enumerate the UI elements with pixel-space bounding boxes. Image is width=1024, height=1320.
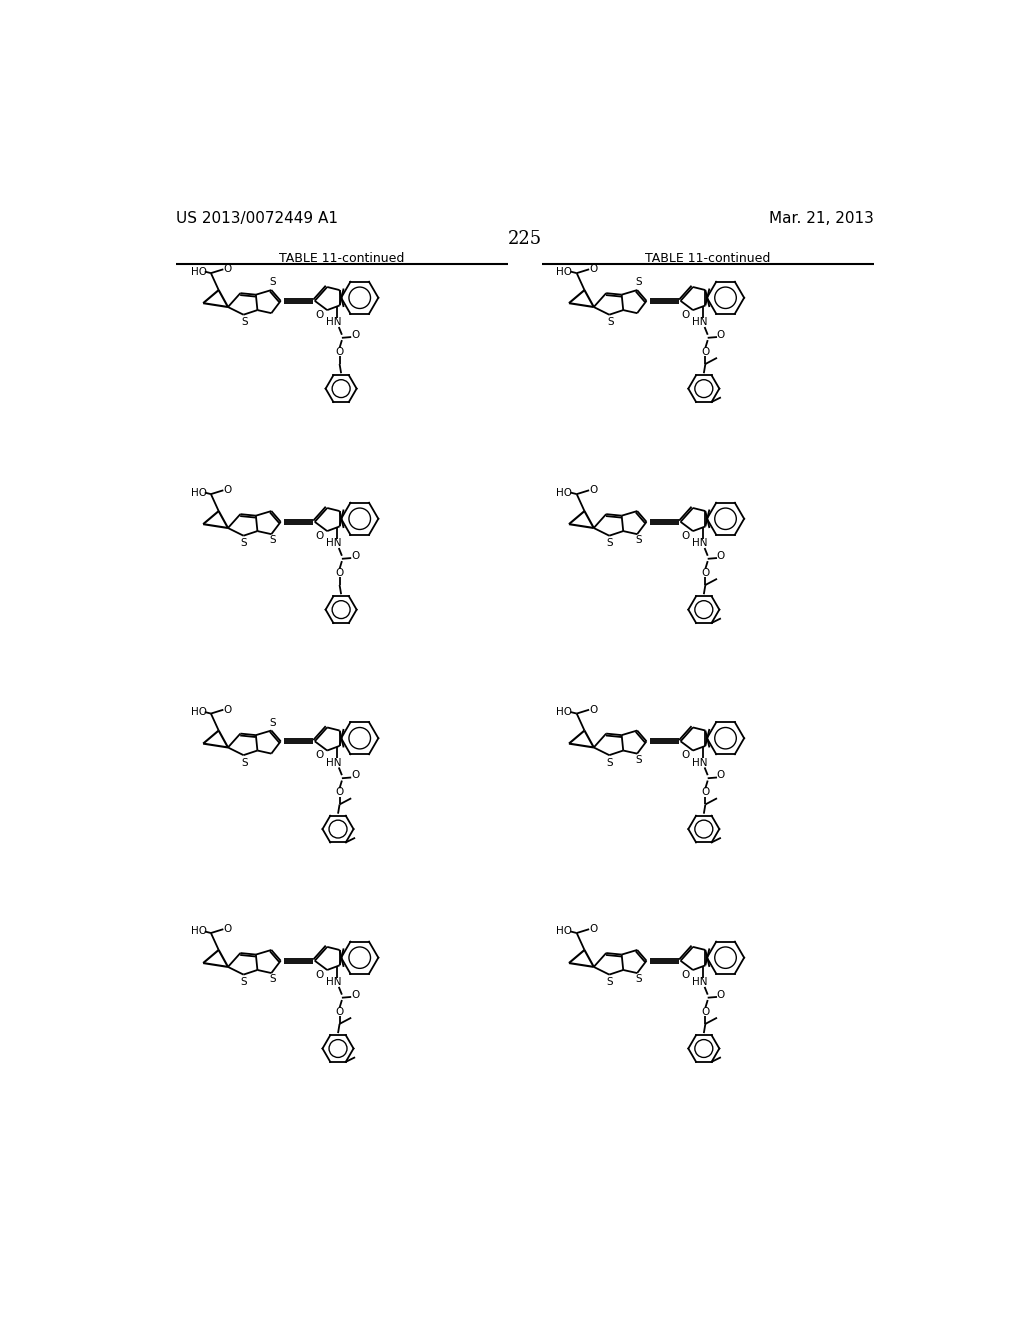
Text: S: S bbox=[269, 718, 276, 727]
Text: S: S bbox=[636, 277, 642, 288]
Text: HO: HO bbox=[556, 927, 572, 936]
Text: O: O bbox=[336, 1007, 344, 1016]
Text: O: O bbox=[681, 310, 689, 319]
Text: HO: HO bbox=[190, 487, 207, 498]
Text: O: O bbox=[589, 924, 597, 935]
Text: O: O bbox=[315, 750, 324, 760]
Text: HN: HN bbox=[327, 539, 342, 548]
Text: HN: HN bbox=[692, 977, 708, 987]
Text: US 2013/0072449 A1: US 2013/0072449 A1 bbox=[176, 211, 338, 226]
Text: O: O bbox=[223, 264, 231, 275]
Text: O: O bbox=[351, 990, 359, 999]
Text: Mar. 21, 2013: Mar. 21, 2013 bbox=[769, 211, 873, 226]
Text: HN: HN bbox=[692, 317, 708, 327]
Text: O: O bbox=[589, 705, 597, 714]
Text: S: S bbox=[242, 317, 249, 327]
Text: O: O bbox=[351, 550, 359, 561]
Text: S: S bbox=[269, 974, 276, 985]
Text: O: O bbox=[717, 550, 725, 561]
Text: S: S bbox=[241, 539, 247, 548]
Text: S: S bbox=[269, 277, 276, 288]
Text: O: O bbox=[681, 750, 689, 760]
Text: O: O bbox=[315, 970, 324, 979]
Text: O: O bbox=[701, 787, 710, 797]
Text: O: O bbox=[223, 486, 231, 495]
Text: S: S bbox=[269, 536, 276, 545]
Text: HN: HN bbox=[692, 539, 708, 548]
Text: HN: HN bbox=[327, 317, 342, 327]
Text: HO: HO bbox=[556, 487, 572, 498]
Text: TABLE 11-continued: TABLE 11-continued bbox=[645, 252, 770, 265]
Text: O: O bbox=[701, 568, 710, 578]
Text: O: O bbox=[589, 264, 597, 275]
Text: O: O bbox=[351, 770, 359, 780]
Text: O: O bbox=[336, 347, 344, 356]
Text: O: O bbox=[717, 330, 725, 339]
Text: S: S bbox=[606, 539, 612, 548]
Text: HO: HO bbox=[190, 267, 207, 277]
Text: HN: HN bbox=[327, 977, 342, 987]
Text: HN: HN bbox=[327, 758, 342, 768]
Text: S: S bbox=[636, 974, 642, 985]
Text: HO: HO bbox=[556, 267, 572, 277]
Text: S: S bbox=[606, 758, 612, 768]
Text: O: O bbox=[223, 924, 231, 935]
Text: O: O bbox=[701, 1007, 710, 1016]
Text: TABLE 11-continued: TABLE 11-continued bbox=[280, 252, 404, 265]
Text: O: O bbox=[701, 347, 710, 356]
Text: S: S bbox=[606, 977, 612, 987]
Text: S: S bbox=[241, 977, 247, 987]
Text: O: O bbox=[336, 568, 344, 578]
Text: O: O bbox=[681, 531, 689, 541]
Text: O: O bbox=[223, 705, 231, 714]
Text: S: S bbox=[636, 536, 642, 545]
Text: O: O bbox=[717, 990, 725, 999]
Text: O: O bbox=[351, 330, 359, 339]
Text: HN: HN bbox=[692, 758, 708, 768]
Text: S: S bbox=[242, 758, 249, 768]
Text: HO: HO bbox=[556, 708, 572, 717]
Text: O: O bbox=[589, 486, 597, 495]
Text: 225: 225 bbox=[508, 230, 542, 248]
Text: O: O bbox=[315, 310, 324, 319]
Text: HO: HO bbox=[190, 927, 207, 936]
Text: O: O bbox=[315, 531, 324, 541]
Text: O: O bbox=[681, 970, 689, 979]
Text: S: S bbox=[636, 755, 642, 764]
Text: HO: HO bbox=[190, 708, 207, 717]
Text: O: O bbox=[336, 787, 344, 797]
Text: O: O bbox=[717, 770, 725, 780]
Text: S: S bbox=[607, 317, 614, 327]
